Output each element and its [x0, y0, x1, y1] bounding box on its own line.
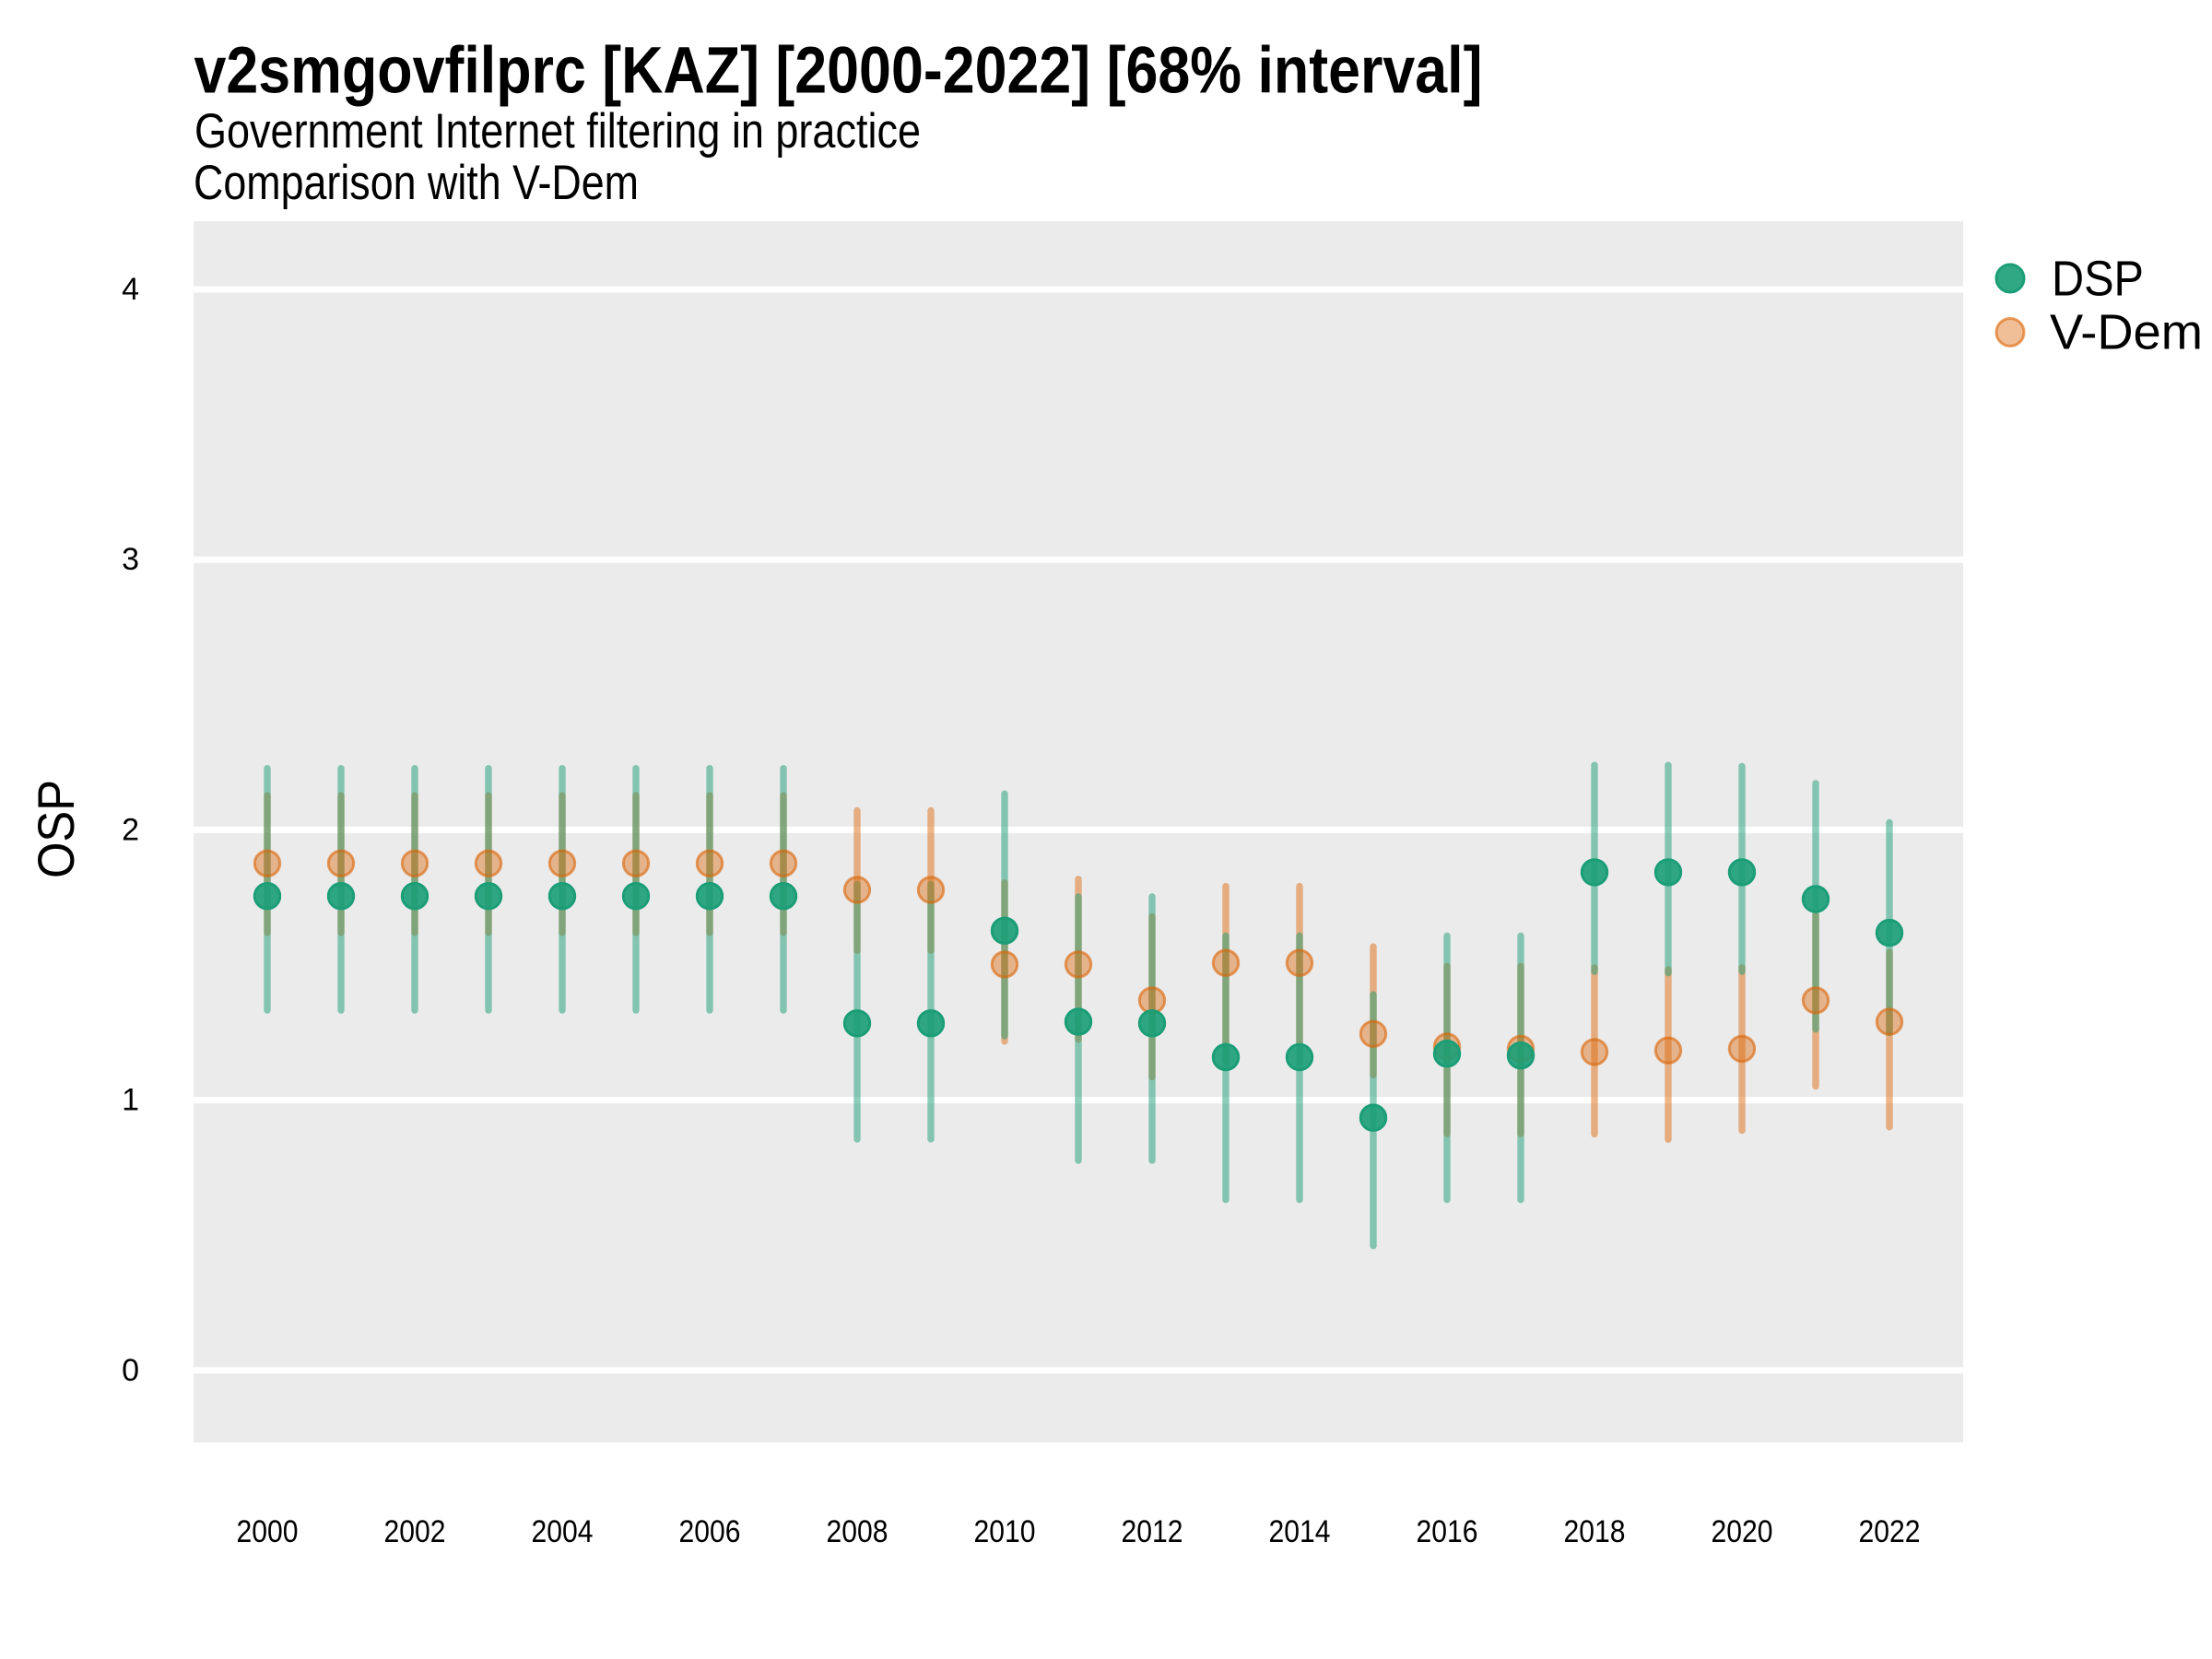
svg-text:2008: 2008: [827, 1514, 888, 1549]
svg-text:0: 0: [122, 1353, 139, 1388]
svg-text:v2smgovfilprc [KAZ] [2000-2022: v2smgovfilprc [KAZ] [2000-2022] [68% int…: [194, 35, 1483, 108]
svg-text:Government Internet filtering: Government Internet filtering in practic…: [194, 104, 921, 159]
svg-text:2012: 2012: [1122, 1514, 1183, 1549]
svg-text:2006: 2006: [679, 1514, 741, 1549]
svg-text:DSP: DSP: [2052, 252, 2144, 307]
svg-text:V-Dem: V-Dem: [2050, 305, 2203, 360]
svg-text:2010: 2010: [974, 1514, 1036, 1549]
svg-text:2020: 2020: [1712, 1514, 1773, 1549]
svg-text:1: 1: [122, 1083, 139, 1118]
svg-text:2022: 2022: [1859, 1514, 1921, 1549]
svg-text:2004: 2004: [532, 1514, 594, 1549]
svg-text:Comparison with V-Dem: Comparison with V-Dem: [194, 156, 639, 210]
svg-text:2000: 2000: [237, 1514, 299, 1549]
svg-text:2016: 2016: [1417, 1514, 1478, 1549]
svg-text:2014: 2014: [1269, 1514, 1331, 1549]
svg-text:2002: 2002: [384, 1514, 446, 1549]
svg-text:3: 3: [122, 542, 139, 577]
svg-text:2018: 2018: [1564, 1514, 1626, 1549]
svg-text:OSP: OSP: [27, 780, 85, 878]
svg-text:2: 2: [122, 812, 139, 847]
svg-text:4: 4: [122, 272, 139, 307]
